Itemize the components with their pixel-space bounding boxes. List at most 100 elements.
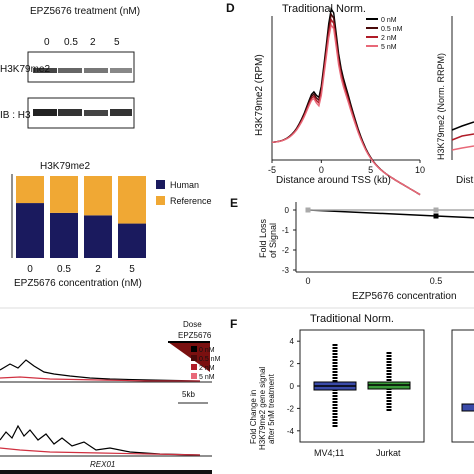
bar-reference-0 xyxy=(16,176,44,204)
panelD-legend-2: 2 nM xyxy=(381,35,397,42)
panelF-xtick-jurkat: Jurkat xyxy=(376,448,401,458)
track2-signal-treated xyxy=(0,447,201,456)
dose-gradient-triangle xyxy=(168,342,210,372)
panelE-xlabel: EZP5676 concentration xyxy=(352,291,457,302)
panelD-xtick-1: 0 xyxy=(319,165,324,175)
blot-bands-h3 xyxy=(33,109,132,116)
scale-label: 5kb xyxy=(182,390,195,399)
gene-model xyxy=(0,470,212,474)
panelF-ytick-2: 0 xyxy=(290,382,295,391)
bar-human-1 xyxy=(50,212,78,258)
panelB-x-tick-labels: 0 0.5 2 5 xyxy=(27,264,135,275)
panelE-x-tick-labels: 0 0.5 xyxy=(305,276,442,286)
panelF-y-tick-labels: 4 2 0 -2 -4 xyxy=(287,337,300,436)
panelD-x-tick-labels: -5 0 5 10 xyxy=(268,160,425,175)
track2-signal-0nm xyxy=(0,424,201,456)
panelD-xtick-2: 5 xyxy=(368,165,373,175)
panelF-title: Traditional Norm. xyxy=(310,313,394,325)
legend-item-2nm: 2 nM xyxy=(199,365,215,372)
panelF-letter: F xyxy=(230,317,237,331)
blot-label-h3: IB : H3 xyxy=(0,110,31,121)
legend-swatch-human xyxy=(156,180,165,189)
bar-human-0 xyxy=(16,203,44,258)
blot-frame-h3k79me2 xyxy=(27,51,135,83)
bar-reference-1 xyxy=(50,176,78,213)
panelD-legend-3: 5 nM xyxy=(381,44,397,51)
panelD-right-xlabel: Dist xyxy=(456,175,473,186)
panelB-xtick-3: 5 xyxy=(129,264,135,275)
panelD-xlabel: Distance around TSS (kb) xyxy=(276,175,391,186)
panelF-ytick-1: 2 xyxy=(290,360,295,369)
panelD-title: Traditional Norm. xyxy=(282,3,366,15)
blot-dose-3: 5 xyxy=(114,37,120,48)
blot-treatment-label: EPZ5676 treatment (nM) xyxy=(30,6,140,17)
panelE-ylabel-1: Fold Loss xyxy=(258,218,268,258)
bar-human-2 xyxy=(84,215,112,258)
metagene-line-1 xyxy=(271,12,421,196)
panelE-ytick-1: -1 xyxy=(282,226,290,235)
blot-label-h3k79me2: H3K79me2 xyxy=(0,64,50,75)
panelF-xtick-mv411: MV4;11 xyxy=(314,448,344,458)
panelF-ylabel-1: Fold Change in xyxy=(249,390,258,444)
panelD-lines xyxy=(271,6,421,196)
legend-swatch-reference xyxy=(156,196,165,205)
panelE-xtick-0: 0 xyxy=(305,276,310,286)
panelD-letter: D xyxy=(226,1,235,15)
panelC-legend: Dose EPZ5676 0 nM 0.5 nM 2 nM 5 nM xyxy=(168,320,221,381)
track1-signal-treated xyxy=(0,376,200,382)
panelC-legend-title-dose: Dose xyxy=(183,320,202,329)
panelD-legend: 0 nM 0.5 nM 2 nM 5 nM xyxy=(366,17,403,51)
panelE-point-0-1 xyxy=(433,213,439,219)
panelD-right-ylabel: H3K79me2 (Norm. RRPM) xyxy=(436,53,446,160)
panelF-ylabel-3: after 5nM treatment xyxy=(267,373,276,444)
panelE-letter: E xyxy=(230,196,238,210)
legend-label-reference: Reference xyxy=(170,196,212,206)
panelE-lines xyxy=(305,207,474,219)
metagene-line-2 xyxy=(271,17,421,196)
bar-human-3 xyxy=(118,223,146,258)
panelF-ytick-3: -2 xyxy=(287,404,295,413)
panelD-xtick-0: -5 xyxy=(268,165,276,175)
panelE-line-0 xyxy=(307,209,474,219)
panelD-ylabel: H3K79me2 (RPM) xyxy=(254,54,265,136)
panelF-ytick-4: -4 xyxy=(287,427,295,436)
metagene-line-3 xyxy=(271,23,421,196)
legend-item-05nm: 0.5 nM xyxy=(199,356,221,363)
blot-dose-2: 2 xyxy=(90,37,96,48)
bar-reference-2 xyxy=(84,176,112,216)
panelD-xtick-3: 10 xyxy=(415,165,425,175)
panelE-xtick-1: 0.5 xyxy=(430,276,443,286)
metagene-line-0 xyxy=(271,6,421,196)
panelB-xtick-2: 2 xyxy=(95,264,101,275)
bar-reference-3 xyxy=(118,176,146,224)
panelC-legend-title-drug: EPZ5676 xyxy=(178,331,212,340)
blot-bands-h3k79me2 xyxy=(33,68,132,73)
boxplot-jurkat xyxy=(367,352,411,412)
track1-signal-0nm xyxy=(0,359,201,382)
panelB-xtick-1: 0.5 xyxy=(57,264,71,275)
panelB-legend: Human Reference xyxy=(156,180,212,206)
boxplot-mv411 xyxy=(313,344,357,428)
legend-item-0nm: 0 nM xyxy=(199,347,215,354)
panelE-ylabel-2: of Signal xyxy=(268,223,278,258)
panelB-title: H3K79me2 xyxy=(40,161,90,172)
blot-dose-0: 0 xyxy=(44,37,50,48)
panelB-xtick-0: 0 xyxy=(27,264,33,275)
blot-dose-1: 0.5 xyxy=(64,37,78,48)
legend-label-human: Human xyxy=(170,180,199,190)
panelE-point-1-0 xyxy=(305,207,311,213)
panelE-point-1-1 xyxy=(433,207,439,213)
panelD-legend-1: 0.5 nM xyxy=(381,26,403,33)
panelE-ytick-3: -3 xyxy=(282,266,290,275)
panelE-y-tick-labels: 0 -1 -2 -3 xyxy=(282,206,296,275)
panelF-ylabel-2: H3K79me2 gene signal xyxy=(258,367,267,450)
blot-dose-labels: 0 0.5 2 5 xyxy=(44,37,120,48)
panelB-bars xyxy=(16,176,146,258)
panelD-legend-0: 0 nM xyxy=(381,17,397,24)
panelE-ytick-0: 0 xyxy=(285,206,290,215)
gene-label: REX01 xyxy=(90,460,115,469)
panelF-ytick-0: 4 xyxy=(290,337,295,346)
panelB-xlabel: EPZ5676 concentration (nM) xyxy=(14,278,142,289)
panelE-ytick-2: -2 xyxy=(282,246,290,255)
